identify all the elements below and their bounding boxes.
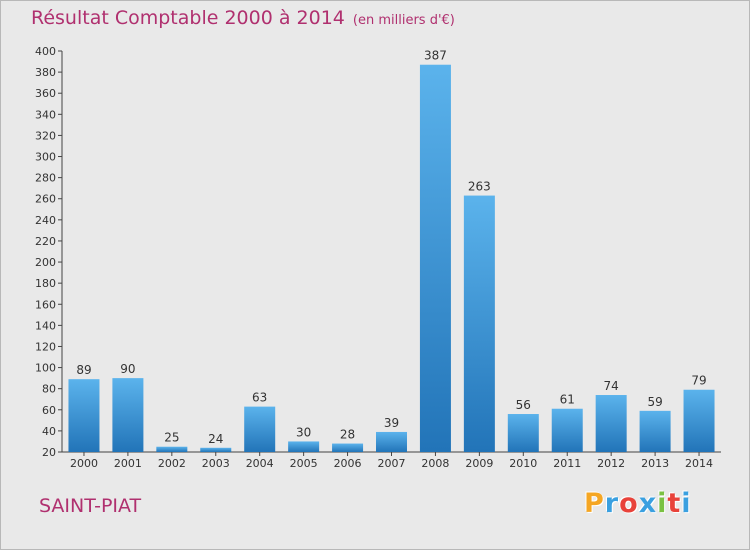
y-tick-label: 120: [35, 340, 56, 353]
x-tick-label: 2008: [421, 457, 449, 470]
x-tick-label: 2000: [70, 457, 98, 470]
bar-2003: [200, 447, 232, 452]
chart-subtitle: (en milliers d'€): [352, 13, 455, 28]
bar-2013: [639, 410, 671, 452]
y-tick-label: 80: [42, 383, 56, 396]
x-tick-label: 2014: [685, 457, 713, 470]
y-tick-label: 300: [35, 151, 56, 164]
y-tick-label: 280: [35, 172, 56, 185]
proxiti-logo: Proxiti: [584, 488, 692, 519]
x-tick-label: 2012: [597, 457, 625, 470]
bar-2010: [507, 414, 539, 452]
bar-value-label: 56: [516, 398, 531, 412]
chart-title-text: Résultat Comptable 2000 à 2014: [31, 7, 345, 29]
y-tick-label: 360: [35, 87, 56, 100]
y-tick-label: 180: [35, 277, 56, 290]
logo-letter: i: [657, 488, 668, 519]
logo-letter: o: [619, 488, 639, 519]
bar-value-label: 25: [164, 431, 179, 445]
x-tick-label: 2002: [158, 457, 186, 470]
x-tick-label: 2013: [641, 457, 669, 470]
bar-2012: [595, 395, 627, 452]
bar-value-label: 61: [560, 393, 575, 407]
bar-value-label: 59: [647, 395, 662, 409]
bar-2007: [376, 431, 407, 452]
bar-2008: [419, 64, 451, 453]
bar-value-label: 263: [468, 180, 491, 194]
x-tick-label: 2005: [290, 457, 318, 470]
x-tick-label: 2004: [246, 457, 274, 470]
bar-value-label: 89: [76, 363, 91, 377]
bar-value-label: 24: [208, 432, 223, 446]
y-tick-label: 40: [42, 425, 56, 438]
y-tick-label: 200: [35, 256, 56, 269]
x-tick-label: 2007: [378, 457, 406, 470]
x-tick-label: 2001: [114, 457, 142, 470]
bar-value-label: 28: [340, 428, 355, 442]
y-tick-label: 340: [35, 108, 56, 121]
bar-value-label: 79: [691, 374, 706, 388]
logo-letter: r: [604, 488, 620, 519]
y-tick-label: 400: [35, 45, 56, 58]
y-tick-label: 320: [35, 129, 56, 142]
y-tick-label: 240: [35, 214, 56, 227]
bar-2009: [463, 195, 495, 453]
y-tick-label: 220: [35, 235, 56, 248]
x-tick-label: 2006: [334, 457, 362, 470]
y-tick-label: 60: [42, 404, 56, 417]
y-tick-label: 260: [35, 193, 56, 206]
bar-2006: [332, 443, 364, 452]
location-name: SAINT-PIAT: [39, 495, 142, 517]
bar-2004: [244, 406, 276, 452]
bar-2014: [683, 389, 715, 452]
y-tick-label: 140: [35, 319, 56, 332]
y-tick-label: 160: [35, 298, 56, 311]
x-tick-label: 2011: [553, 457, 581, 470]
bar-value-label: 74: [604, 379, 619, 393]
bar-value-label: 90: [120, 362, 135, 376]
x-tick-label: 2003: [202, 457, 230, 470]
logo-letter: x: [638, 488, 658, 519]
bar-value-label: 30: [296, 425, 311, 439]
logo-letter: P: [584, 488, 605, 519]
logo-letter: i: [681, 488, 692, 519]
logo-letter: t: [667, 488, 682, 519]
bar-2001: [112, 378, 144, 452]
bar-2005: [288, 441, 320, 452]
x-tick-label: 2010: [509, 457, 537, 470]
bar-value-label: 63: [252, 391, 267, 405]
y-tick-label: 100: [35, 362, 56, 375]
bar-2000: [68, 379, 100, 452]
y-tick-label: 20: [42, 446, 56, 459]
x-tick-label: 2009: [465, 457, 493, 470]
bar-value-label: 39: [384, 416, 399, 430]
bar-2002: [156, 446, 188, 452]
chart-title: Résultat Comptable 2000 à 2014 (en millie…: [31, 7, 455, 29]
bar-value-label: 387: [424, 49, 447, 63]
bar-2011: [551, 408, 583, 452]
y-tick-label: 380: [35, 66, 56, 79]
